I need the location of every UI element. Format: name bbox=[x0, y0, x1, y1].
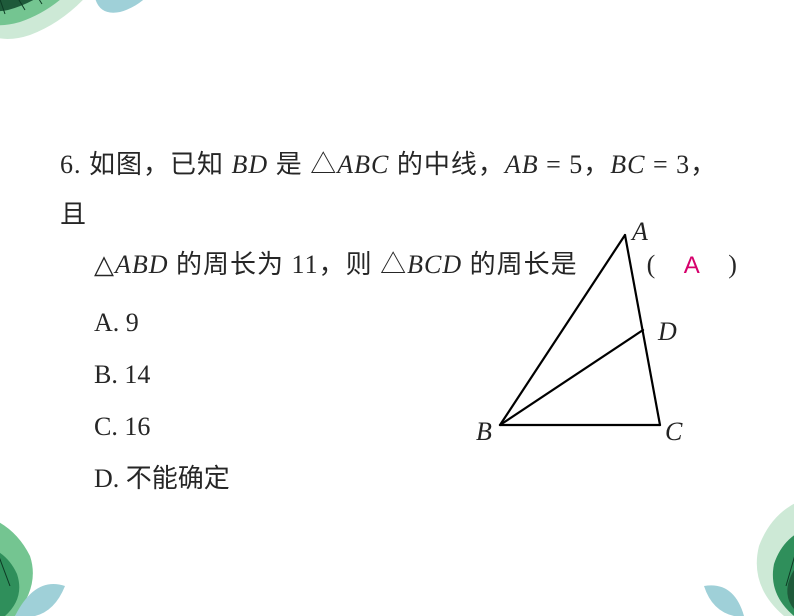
diagram-label-b: B bbox=[476, 417, 492, 447]
q-var-bc: BC bbox=[610, 150, 645, 179]
diagram-label-a: A bbox=[632, 217, 648, 247]
diagram-label-d: D bbox=[658, 317, 677, 347]
q-seg: 如图，已知 bbox=[89, 150, 232, 179]
q-seg: 的中线， bbox=[389, 150, 505, 179]
q-var-bcd: BCD bbox=[407, 250, 462, 279]
q-var-bd: BD bbox=[232, 150, 269, 179]
q-var-abc: ABC bbox=[337, 150, 389, 179]
diagram-label-c: C bbox=[665, 417, 682, 447]
leaf-top-left bbox=[0, 0, 200, 120]
paren-close: ) bbox=[728, 250, 738, 279]
option-d: D. 不能确定 bbox=[94, 453, 740, 505]
q-seg: = 5， bbox=[539, 150, 611, 179]
question-number: 6. bbox=[60, 150, 82, 179]
q-seg: 的周长为 11，则 △ bbox=[169, 250, 408, 279]
triangle-diagram: A B C D bbox=[480, 225, 710, 455]
q-seg: △ bbox=[94, 250, 115, 279]
q-var-ab: AB bbox=[505, 150, 539, 179]
q-seg: 是 △ bbox=[268, 150, 337, 179]
q-var-abd: ABD bbox=[115, 250, 169, 279]
